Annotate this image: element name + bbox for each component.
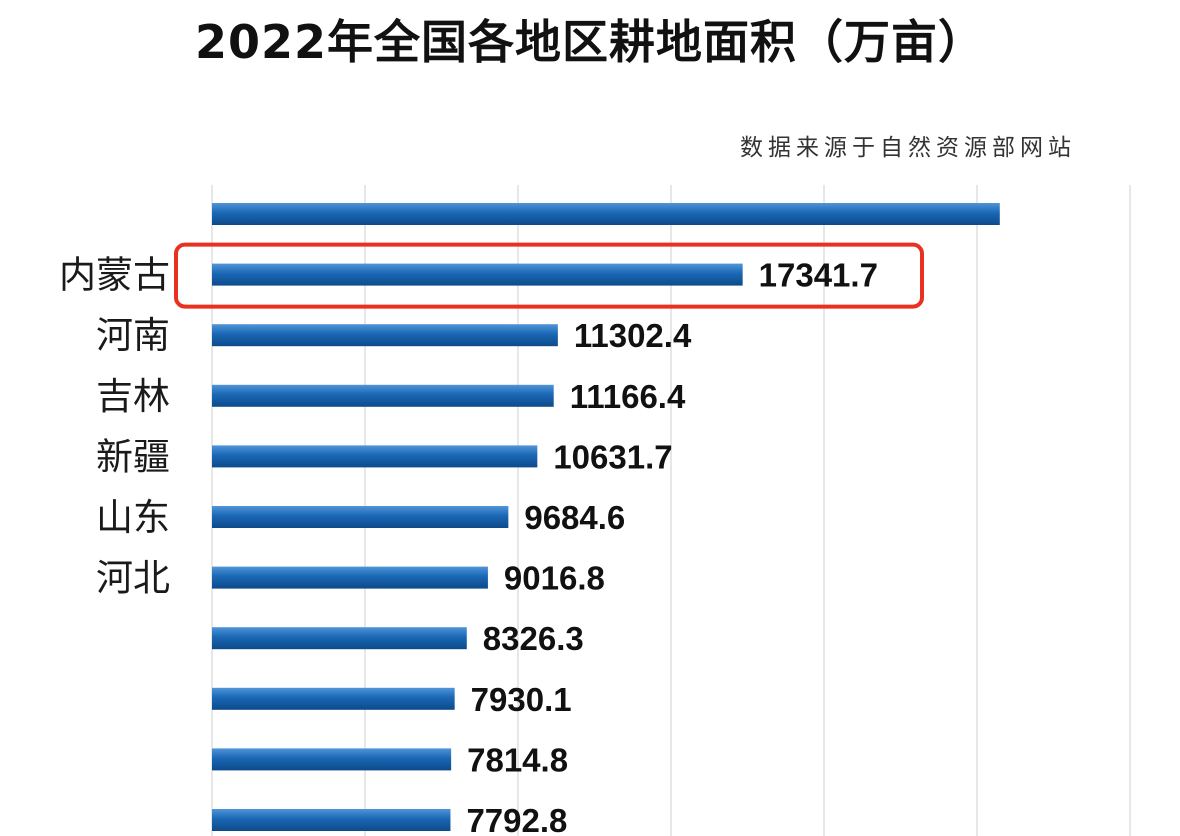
chart-title: 2022年全国各地区耕地面积（万亩） <box>194 15 986 69</box>
value-label: 7930.1 <box>471 681 572 718</box>
bar <box>212 566 488 589</box>
bar <box>212 506 509 528</box>
category-label: 吉林 <box>96 375 170 418</box>
value-label: 9016.8 <box>504 560 605 597</box>
value-label: 11302.4 <box>574 317 692 354</box>
value-label: 8326.3 <box>483 620 584 657</box>
category-label: 河北 <box>96 557 170 600</box>
gridlines <box>211 185 1131 836</box>
bar <box>212 627 467 650</box>
bar <box>212 445 538 468</box>
bar <box>212 809 451 831</box>
bar <box>212 263 743 286</box>
category-label: 河南 <box>96 314 170 357</box>
value-label: 7814.8 <box>467 741 568 778</box>
value-label: 17341.7 <box>759 257 878 294</box>
value-label: 9684.6 <box>524 499 625 536</box>
source-note: 数据来源于自然资源部网站 <box>740 135 1076 161</box>
category-label: 新疆 <box>96 435 170 478</box>
labels: 内蒙古 17341.7 河南 11302.4 吉林 11166.4 新疆 10631.7 山东 9… <box>59 254 878 836</box>
bars <box>212 203 1000 831</box>
category-label: 山东 <box>96 496 170 539</box>
value-label: 11166.4 <box>570 378 686 415</box>
bar <box>212 748 452 771</box>
category-label: 内蒙古 <box>59 254 170 297</box>
bar <box>212 687 455 710</box>
value-label: 10631.7 <box>553 438 672 475</box>
value-label: 7792.8 <box>466 802 567 836</box>
bar <box>212 384 554 407</box>
bar <box>212 203 1000 225</box>
bar <box>212 324 558 347</box>
highlight <box>174 242 924 309</box>
highlight-box <box>174 242 924 309</box>
